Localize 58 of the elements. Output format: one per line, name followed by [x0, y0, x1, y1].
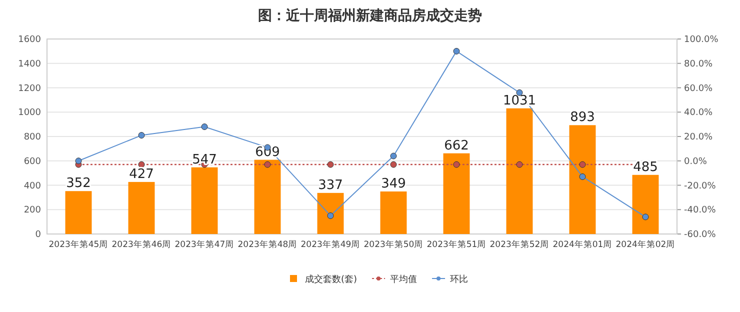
point: [453, 48, 460, 54]
data-label: 352: [66, 176, 91, 192]
point: [327, 212, 334, 219]
bar: [254, 160, 281, 234]
bar: [128, 182, 155, 234]
bar: [569, 125, 596, 234]
y-tick-label: 0: [35, 230, 42, 240]
x-tick-label: 2023年第45周: [48, 239, 108, 250]
point: [642, 214, 649, 220]
y2-tick-label: 20.0%: [684, 132, 714, 142]
legend-label: 成交套数(套): [305, 274, 358, 285]
y-tick-label: 1600: [18, 35, 42, 45]
bar: [380, 191, 407, 234]
y-tick-label: 800: [24, 132, 42, 142]
x-tick-label: 2023年第50周: [364, 239, 424, 250]
y2-tick-label: -60.0%: [684, 230, 716, 240]
bar: [443, 153, 470, 234]
y-tick-label: 400: [24, 181, 42, 192]
legend-label: 平均值: [390, 274, 418, 285]
y-tick-label: 600: [24, 156, 42, 167]
data-label: 349: [381, 176, 406, 192]
data-label: 662: [444, 138, 469, 154]
data-label: 337: [318, 178, 343, 193]
y2-tick-label: -40.0%: [684, 206, 716, 216]
point: [75, 158, 82, 164]
data-label: 547: [192, 152, 217, 168]
y2-tick-label: 60.0%: [684, 84, 714, 94]
x-tick-label: 2023年第49周: [300, 239, 360, 250]
x-tick-label: 2023年第47周: [174, 239, 234, 250]
bar: [317, 192, 344, 234]
y2-tick-label: 100.0%: [684, 35, 719, 45]
x-tick-label: 2023年第48周: [238, 239, 298, 250]
bar: [65, 191, 92, 234]
y-tick-label: 200: [24, 206, 42, 216]
data-label: 427: [129, 166, 154, 182]
x-tick-label: 2023年第51周: [426, 239, 486, 250]
data-label: 893: [570, 110, 595, 126]
point: [390, 152, 397, 160]
data-label: 485: [633, 160, 658, 175]
y2-tick-label: 40.0%: [684, 108, 714, 118]
x-tick-label: 2023年第52周: [490, 239, 550, 250]
y2-tick-label: 0.0%: [684, 156, 708, 167]
y-tick-label: 1400: [18, 59, 42, 70]
x-tick-label: 2024年第02周: [616, 239, 676, 250]
chart-title: 图：近十周福州新建商品房成交走势: [258, 7, 482, 24]
bar: [506, 108, 533, 234]
y-tick-label: 1200: [18, 84, 42, 94]
bar: [191, 167, 218, 234]
x-tick-label: 2023年第46周: [112, 239, 172, 250]
y2-tick-label: -20.0%: [684, 181, 716, 192]
bar: [632, 174, 659, 234]
point: [201, 124, 208, 130]
point: [138, 132, 145, 139]
point: [579, 173, 586, 180]
x-tick-label: 2024年第01周: [552, 239, 612, 250]
legend-label: 环比: [450, 274, 468, 285]
y2-tick-label: 80.0%: [684, 59, 714, 70]
y-tick-label: 1000: [18, 108, 42, 118]
